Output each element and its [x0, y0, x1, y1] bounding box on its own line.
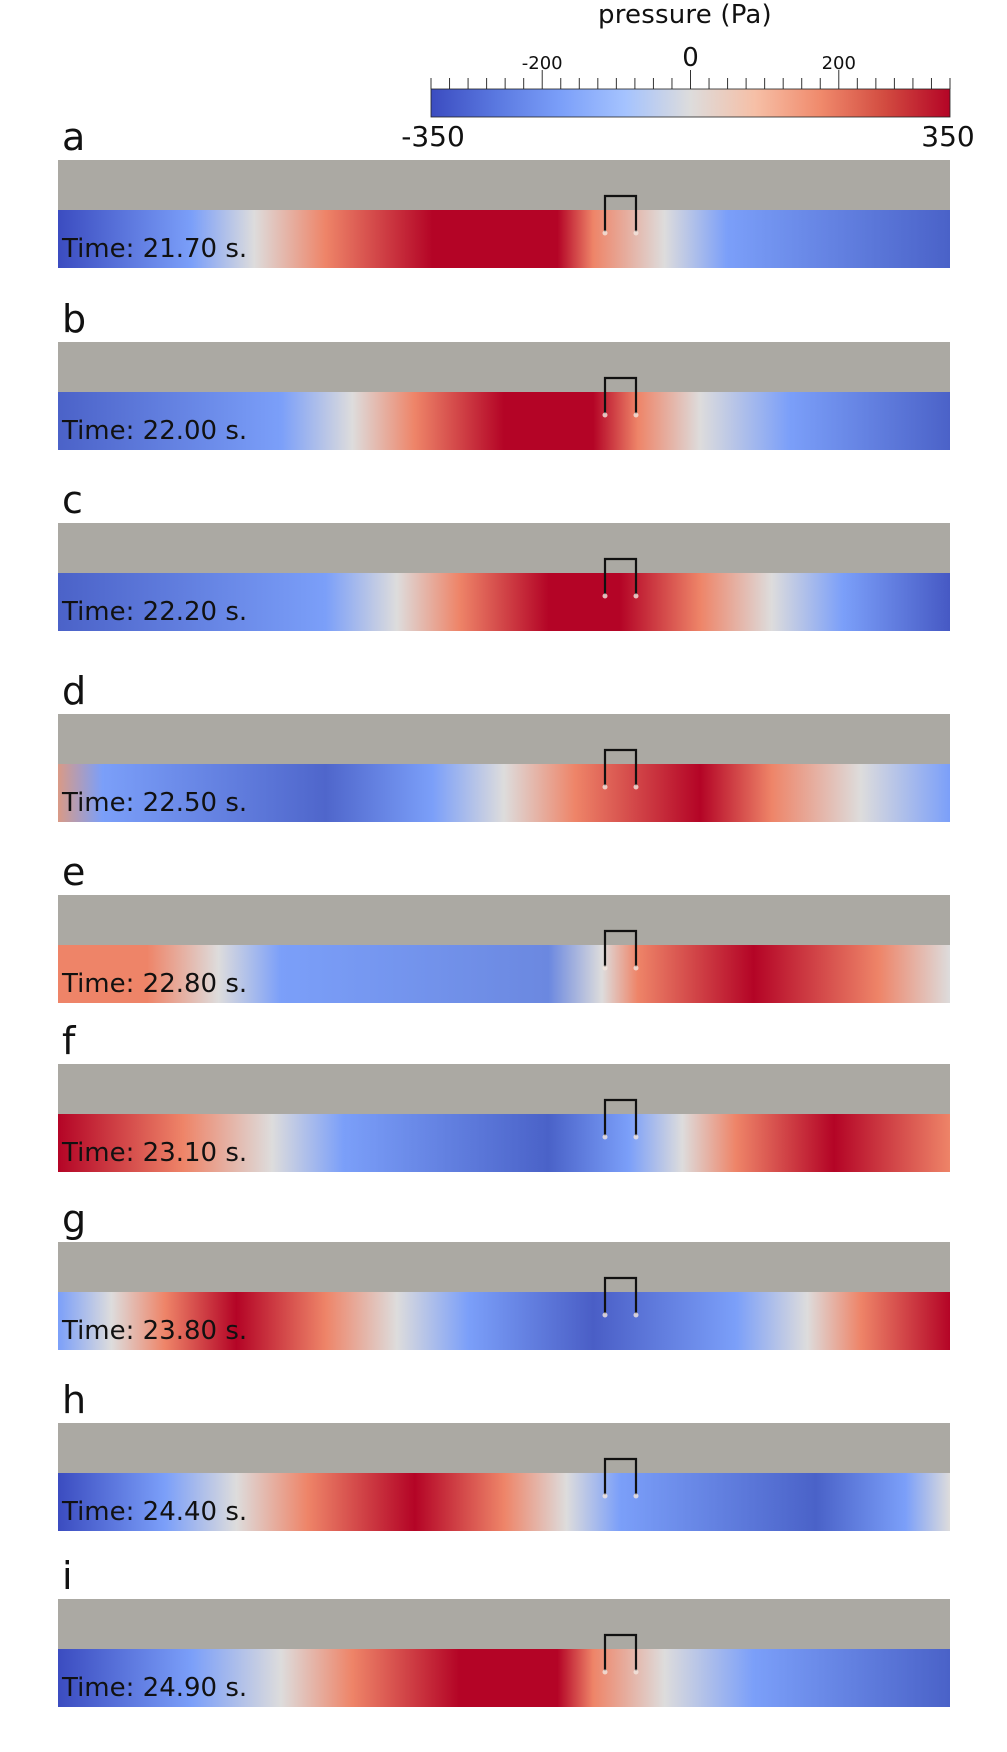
- air-region: [58, 1242, 950, 1294]
- air-region: [58, 1423, 950, 1475]
- pontoon-icon: [602, 230, 608, 236]
- pontoon-icon: [602, 1669, 608, 1675]
- colorbar-ticks: [430, 70, 951, 89]
- structure-icon: [603, 194, 638, 232]
- pontoon-icon: [602, 412, 608, 418]
- pontoon-icon: [602, 1312, 608, 1318]
- colorbar-tick-label: 0: [682, 43, 699, 73]
- pressure-field-i: [58, 1599, 950, 1707]
- pontoon-icon: [633, 1493, 639, 1499]
- pressure-field-b: [58, 342, 950, 450]
- pontoon-icon: [633, 784, 639, 790]
- pressure-field-h: [58, 1423, 950, 1531]
- panel-letter: d: [62, 669, 87, 713]
- pontoon-icon: [602, 784, 608, 790]
- air-region: [58, 1599, 950, 1651]
- pontoon-icon: [633, 1669, 639, 1675]
- structure-icon: [603, 929, 638, 967]
- structure-icon: [603, 376, 638, 414]
- water-region: [58, 573, 950, 631]
- panel-letter: g: [62, 1197, 87, 1241]
- colorbar-tick-label: 200: [822, 53, 856, 74]
- structure-icon: [603, 1098, 638, 1136]
- panel-i: i Time: 24.90 s.: [0, 1557, 1007, 1732]
- time-label: Time: 24.90 s.: [62, 1673, 248, 1703]
- colorbar: -200 0 200 -350 350: [401, 43, 975, 153]
- water-region: [58, 1292, 950, 1350]
- water-region: [58, 210, 950, 268]
- time-label: Time: 23.10 s.: [62, 1138, 248, 1168]
- air-region: [58, 895, 950, 947]
- panel-b: b Time: 22.00 s.: [0, 300, 1007, 475]
- structure-icon: [603, 1276, 638, 1314]
- panel-a: a Time: 21.70 s.: [0, 118, 1007, 293]
- colorbar-tick-label: -200: [522, 53, 563, 74]
- panel-f: f Time: 23.10 s.: [0, 1022, 1007, 1197]
- panel-letter: b: [62, 297, 87, 341]
- water-region: [58, 392, 950, 450]
- colorbar-max-label: 350: [921, 120, 974, 153]
- pontoon-icon: [633, 965, 639, 971]
- colorbar-gradient: [430, 88, 951, 118]
- pressure-field-g: [58, 1242, 950, 1350]
- panel-e: e Time: 22.80 s.: [0, 853, 1007, 1028]
- water-region: [58, 1473, 950, 1531]
- panel-c: c Time: 22.20 s.: [0, 481, 1007, 656]
- colorbar-min-label: -350: [401, 120, 465, 153]
- panel-h: h Time: 24.40 s.: [0, 1381, 1007, 1556]
- pontoon-icon: [633, 593, 639, 599]
- panel-d: d Time: 22.50 s.: [0, 672, 1007, 847]
- pontoon-icon: [633, 412, 639, 418]
- pressure-field-a: [58, 160, 950, 268]
- time-label: Time: 22.80 s.: [62, 969, 248, 999]
- air-region: [58, 714, 950, 766]
- panel-letter: f: [62, 1019, 76, 1063]
- pressure-field-e: [58, 895, 950, 1003]
- time-label: Time: 23.80 s.: [62, 1316, 248, 1346]
- water-region: [58, 945, 950, 1003]
- air-region: [58, 342, 950, 394]
- colorbar-tick-labels: -200 0 200: [522, 43, 856, 74]
- time-label: Time: 24.40 s.: [62, 1497, 248, 1527]
- panel-g: g Time: 23.80 s.: [0, 1200, 1007, 1375]
- structure-icon: [603, 1633, 638, 1671]
- panel-letter: a: [62, 115, 86, 159]
- panel-letter: h: [62, 1378, 87, 1422]
- panel-letter: c: [62, 478, 83, 522]
- structure-icon: [603, 748, 638, 786]
- water-region: [58, 1114, 950, 1172]
- time-label: Time: 22.20 s.: [62, 597, 248, 627]
- water-region: [58, 1649, 950, 1707]
- colorbar-title: pressure (Pa): [598, 0, 772, 30]
- panel-letter: e: [62, 850, 86, 894]
- time-label: Time: 22.50 s.: [62, 788, 248, 818]
- pontoon-icon: [633, 230, 639, 236]
- structure-icon: [603, 557, 638, 595]
- pontoon-icon: [633, 1312, 639, 1318]
- pontoon-icon: [602, 1134, 608, 1140]
- pontoon-icon: [602, 1493, 608, 1499]
- pressure-field-f: [58, 1064, 950, 1172]
- panel-letter: i: [62, 1554, 73, 1598]
- pressure-field-c: [58, 523, 950, 631]
- air-region: [58, 160, 950, 212]
- pressure-field-d: [58, 714, 950, 822]
- pontoon-icon: [602, 593, 608, 599]
- time-label: Time: 21.70 s.: [62, 234, 248, 264]
- air-region: [58, 1064, 950, 1116]
- structure-icon: [603, 1457, 638, 1495]
- water-region: [58, 764, 950, 822]
- pontoon-icon: [602, 965, 608, 971]
- air-region: [58, 523, 950, 575]
- pontoon-icon: [633, 1134, 639, 1140]
- time-label: Time: 22.00 s.: [62, 416, 248, 446]
